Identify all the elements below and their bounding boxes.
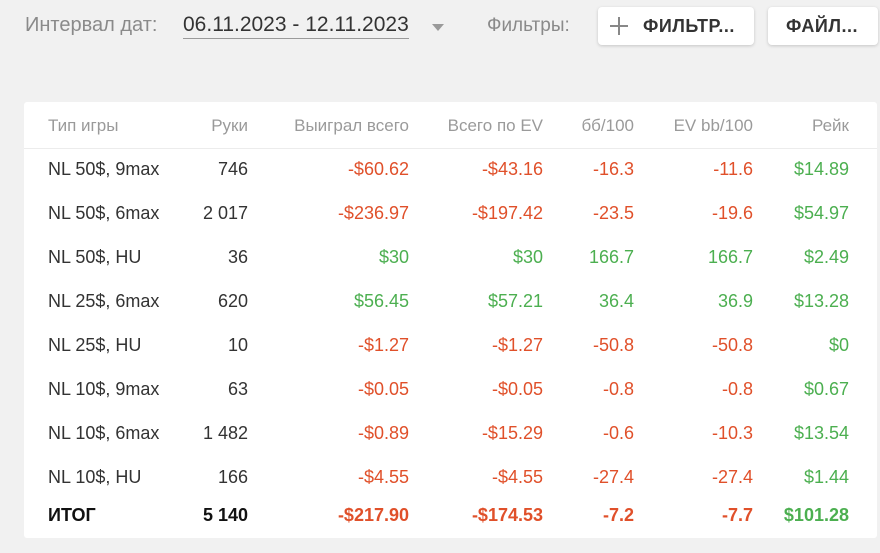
column-header-game-type[interactable]: Тип игры: [48, 116, 119, 135]
cell-ev-total: -$197.42: [471, 203, 543, 223]
cell-won-total: $30: [378, 247, 409, 267]
add-filter-button-label: ФИЛЬТР...: [643, 15, 735, 36]
cell-ev-bb100: -10.3: [711, 423, 753, 443]
column-header-ev-total[interactable]: Всего по EV: [447, 116, 543, 135]
cell-won-total: -$60.62: [347, 159, 409, 179]
cell-game-type: NL 50$, 9max: [48, 159, 160, 179]
file-button-label: ФАЙЛ...: [786, 15, 858, 36]
table-row[interactable]: NL 50$, 6max 2 017 -$236.97 -$197.42 -23…: [24, 203, 877, 247]
cell-won-total: -$0.05: [357, 379, 409, 399]
toolbar: Интервал дат: 06.11.2023 - 12.11.2023 Фи…: [0, 0, 880, 54]
cell-game-type: NL 10$, 9max: [48, 379, 160, 399]
cell-game-type: NL 50$, HU: [48, 247, 142, 267]
cell-won-total: -$236.97: [337, 203, 409, 223]
cell-ev-total: $57.21: [487, 291, 543, 311]
table-row[interactable]: NL 25$, HU 10 -$1.27 -$1.27 -50.8 -50.8 …: [24, 335, 877, 379]
cell-ev-total: -$4.55: [491, 467, 543, 487]
filters-label: Фильтры:: [487, 15, 570, 36]
table-header: Тип игры Руки Выиграл всего Всего по EV …: [24, 102, 877, 149]
chevron-down-icon[interactable]: [432, 24, 444, 31]
cell-hands: 1 482: [202, 423, 248, 443]
cell-rake: $0: [828, 335, 849, 355]
cell-hands: 10: [227, 335, 248, 355]
cell-ev-bb100: -19.6: [711, 203, 753, 223]
total-ev: -$174.53: [471, 505, 543, 525]
cell-ev-bb100: -11.6: [713, 159, 753, 179]
cell-hands: 746: [217, 159, 248, 179]
cell-ev-bb100: -50.8: [711, 335, 753, 355]
cell-won-total: $56.45: [353, 291, 409, 311]
cell-won-total: -$1.27: [357, 335, 409, 355]
cell-game-type: NL 50$, 6max: [48, 203, 160, 223]
cell-bb100: -0.6: [602, 423, 634, 443]
cell-bb100: -0.8: [602, 379, 634, 399]
table-row[interactable]: NL 50$, 9max 746 -$60.62 -$43.16 -16.3 -…: [24, 159, 877, 203]
cell-ev-total: -$1.27: [491, 335, 543, 355]
cell-game-type: NL 25$, HU: [48, 335, 142, 355]
column-header-hands[interactable]: Руки: [211, 116, 248, 135]
table-row[interactable]: NL 10$, 9max 63 -$0.05 -$0.05 -0.8 -0.8 …: [24, 379, 877, 423]
cell-ev-total: $30: [512, 247, 543, 267]
cell-bb100: -50.8: [592, 335, 634, 355]
cell-ev-bb100: -0.8: [721, 379, 753, 399]
cell-ev-total: -$15.29: [481, 423, 543, 443]
cell-rake: $2.49: [803, 247, 849, 267]
add-filter-button[interactable]: ФИЛЬТР...: [598, 7, 754, 45]
date-interval-dropdown[interactable]: 06.11.2023 - 12.11.2023: [183, 13, 409, 39]
cell-hands: 620: [217, 291, 248, 311]
cell-bb100: 36.4: [598, 291, 634, 311]
cell-rake: $13.28: [793, 291, 849, 311]
table-row[interactable]: NL 25$, 6max 620 $56.45 $57.21 36.4 36.9…: [24, 291, 877, 335]
cell-bb100: -16.3: [592, 159, 634, 179]
cell-bb100: 166.7: [588, 247, 634, 267]
cell-hands: 166: [217, 467, 248, 487]
column-header-rake[interactable]: Рейк: [812, 116, 849, 135]
cell-hands: 36: [227, 247, 248, 267]
cell-game-type: NL 25$, 6max: [48, 291, 160, 311]
cell-rake: $54.97: [793, 203, 849, 223]
cell-rake: $0.67: [803, 379, 849, 399]
cell-ev-bb100: -27.4: [711, 467, 753, 487]
total-hands: 5 140: [202, 505, 248, 525]
cell-won-total: -$4.55: [357, 467, 409, 487]
cell-rake: $14.89: [793, 159, 849, 179]
cell-hands: 2 017: [202, 203, 248, 223]
total-bb100: -7.2: [602, 505, 634, 525]
cell-game-type: NL 10$, 6max: [48, 423, 160, 443]
cell-bb100: -23.5: [592, 203, 634, 223]
cell-rake: $13.54: [793, 423, 849, 443]
plus-icon: [610, 17, 628, 35]
file-button[interactable]: ФАЙЛ...: [768, 7, 878, 45]
cell-ev-total: -$0.05: [491, 379, 543, 399]
cell-ev-total: -$43.16: [481, 159, 543, 179]
total-ev-bb100: -7.7: [721, 505, 753, 525]
cell-ev-bb100: 36.9: [717, 291, 753, 311]
table-total-row: ИТОГ 5 140 -$217.90 -$174.53 -7.2 -7.7 $…: [24, 505, 877, 549]
column-header-ev-bb100[interactable]: EV bb/100: [673, 116, 753, 135]
total-won: -$217.90: [337, 505, 409, 525]
cell-hands: 63: [227, 379, 248, 399]
total-rake: $101.28: [783, 505, 849, 525]
cell-game-type: NL 10$, HU: [48, 467, 142, 487]
cell-bb100: -27.4: [592, 467, 634, 487]
cell-won-total: -$0.89: [357, 423, 409, 443]
stats-table: Тип игры Руки Выиграл всего Всего по EV …: [24, 102, 877, 538]
table-row[interactable]: NL 50$, HU 36 $30 $30 166.7 166.7 $2.49: [24, 247, 877, 291]
cell-ev-bb100: 166.7: [707, 247, 753, 267]
cell-rake: $1.44: [803, 467, 849, 487]
table-row[interactable]: NL 10$, HU 166 -$4.55 -$4.55 -27.4 -27.4…: [24, 467, 877, 511]
date-interval-label: Интервал дат:: [25, 14, 158, 36]
table-row[interactable]: NL 10$, 6max 1 482 -$0.89 -$15.29 -0.6 -…: [24, 423, 877, 467]
column-header-won-total[interactable]: Выиграл всего: [294, 116, 409, 135]
column-header-bb100[interactable]: бб/100: [581, 116, 634, 135]
total-label: ИТОГ: [48, 505, 96, 525]
